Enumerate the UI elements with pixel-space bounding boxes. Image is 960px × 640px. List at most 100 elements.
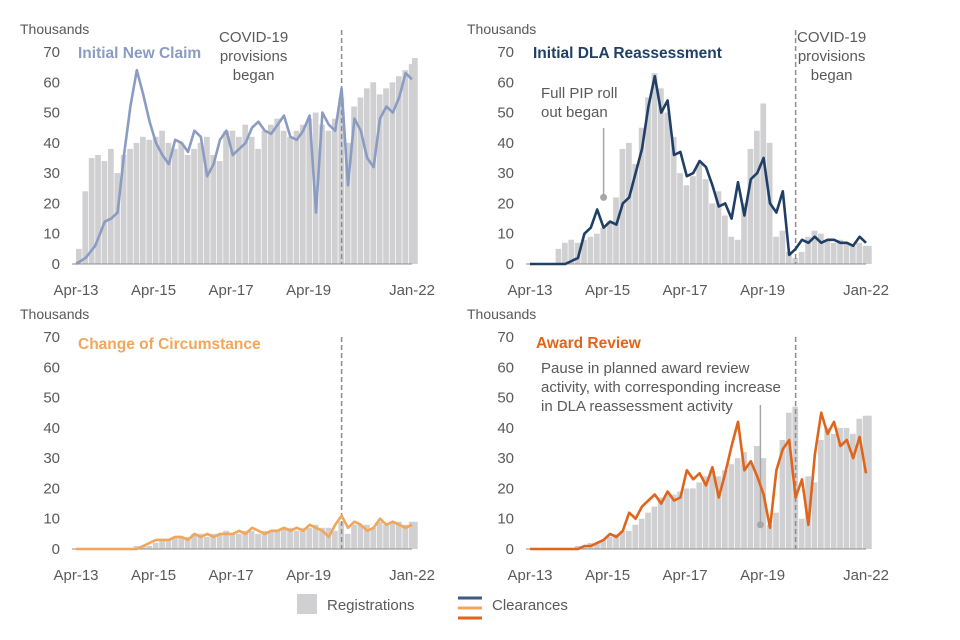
legend-clearances-label: Clearances [492,597,568,614]
registration-bar [696,482,703,549]
registration-bar [389,521,396,549]
y-tick-label: 0 [506,541,514,558]
registration-bar [658,88,664,264]
registration-bar [811,230,818,264]
registration-bar [133,142,140,264]
y-tick-label: 30 [43,165,60,182]
registration-bar [82,191,89,264]
registration-bar [210,154,217,264]
registration-bar [773,512,779,549]
y-tick-label: 60 [497,359,514,376]
registration-bar [843,242,850,264]
registration-bar [300,527,306,549]
registration-bar [632,164,639,264]
y-tick-label: 10 [43,511,60,528]
registration-bar [293,130,300,264]
registration-bar [866,245,872,264]
covid-annotation-text: COVID-19 [219,29,288,46]
registration-bar [242,124,249,264]
registration-bar [268,530,274,549]
registration-bar [747,464,754,549]
registration-bar [312,524,319,549]
y-tick-label: 30 [43,450,60,467]
y-axis-label: Thousands [20,21,89,37]
registration-bar [165,142,172,264]
registration-bar [709,203,715,264]
registration-bar [159,539,165,549]
registration-bar [165,539,172,549]
registration-bar [191,533,197,549]
registration-bar [293,530,300,549]
registration-bar [319,527,325,549]
registration-bar [568,239,575,264]
registration-bar [837,427,843,549]
registration-bar [389,82,396,265]
covid-annotation-text: began [233,67,275,84]
y-tick-label: 20 [43,480,60,497]
registration-bar [670,136,677,264]
y-tick-label: 60 [497,74,514,91]
registration-bar [606,536,613,549]
clearance-line [530,411,868,551]
registration-bar [690,176,696,264]
registration-bar [632,524,639,549]
registration-bar [280,130,287,264]
registration-bar [594,542,600,549]
registration-bar [184,536,191,549]
x-tick-label: Apr-19 [286,282,331,299]
registration-bar [255,148,261,264]
registration-bar [248,530,255,549]
registration-bar [773,236,779,264]
covid-annotation-text: COVID-19 [797,29,866,46]
registration-bar [651,506,658,549]
chart-title: Award Review [536,335,642,352]
callout-dot [600,193,608,201]
registration-bar [184,154,191,264]
registration-bar [274,118,281,264]
registration-bar [191,148,197,264]
y-tick-label: 40 [43,420,60,437]
chart-title: Change of Circumstance [78,336,261,353]
registration-bar [127,148,133,264]
registration-bar [683,185,690,264]
registration-bar [658,497,664,549]
y-tick-label: 40 [43,135,60,152]
chart-panel-4: Thousands 0 10 20 30 40 50 60 70 Pause in planned… [467,306,889,584]
registration-bar [824,239,831,264]
registration-bar [248,136,255,264]
chart-panel-1: Thousands 0 10 20 30 40 50 60 70 COVID-19 provisio… [20,21,435,299]
registration-bar [152,136,159,264]
covid-annotation-text: provisions [220,48,288,65]
registration-bar [619,530,626,549]
y-tick-label: 50 [497,105,514,122]
registration-bar [344,142,351,264]
chart-panel-3: Thousands 0 10 20 30 40 50 60 70 Apr-13 Apr-15 Apr-… [20,306,435,584]
x-tick-label: Jan-22 [843,282,889,299]
y-tick-label: 30 [497,165,514,182]
registration-bar [760,103,767,264]
registration-bar [364,524,370,549]
registration-bar [261,530,268,549]
registration-bar [856,418,863,549]
y-tick-label: 20 [497,195,514,212]
callout-text: activity, with corresponding increase [541,379,781,396]
registration-bar [229,130,236,264]
registration-bar [332,530,338,549]
registration-bar [728,236,735,264]
x-tick-label: Apr-19 [740,282,785,299]
x-tick-label: Apr-15 [585,567,630,584]
registration-bar [146,139,153,264]
registration-bar [747,148,754,264]
registration-bar [351,524,357,549]
registration-bar [594,233,600,264]
registration-bar [88,158,95,264]
registration-bar [223,530,229,549]
x-tick-label: Apr-13 [53,567,98,584]
x-tick-label: Apr-17 [209,282,254,299]
registration-bar [741,203,747,264]
registration-bar [811,482,818,549]
registration-bar [766,524,773,549]
registration-bar [287,136,293,264]
registration-bar [370,82,377,265]
clearance-line [75,68,413,266]
